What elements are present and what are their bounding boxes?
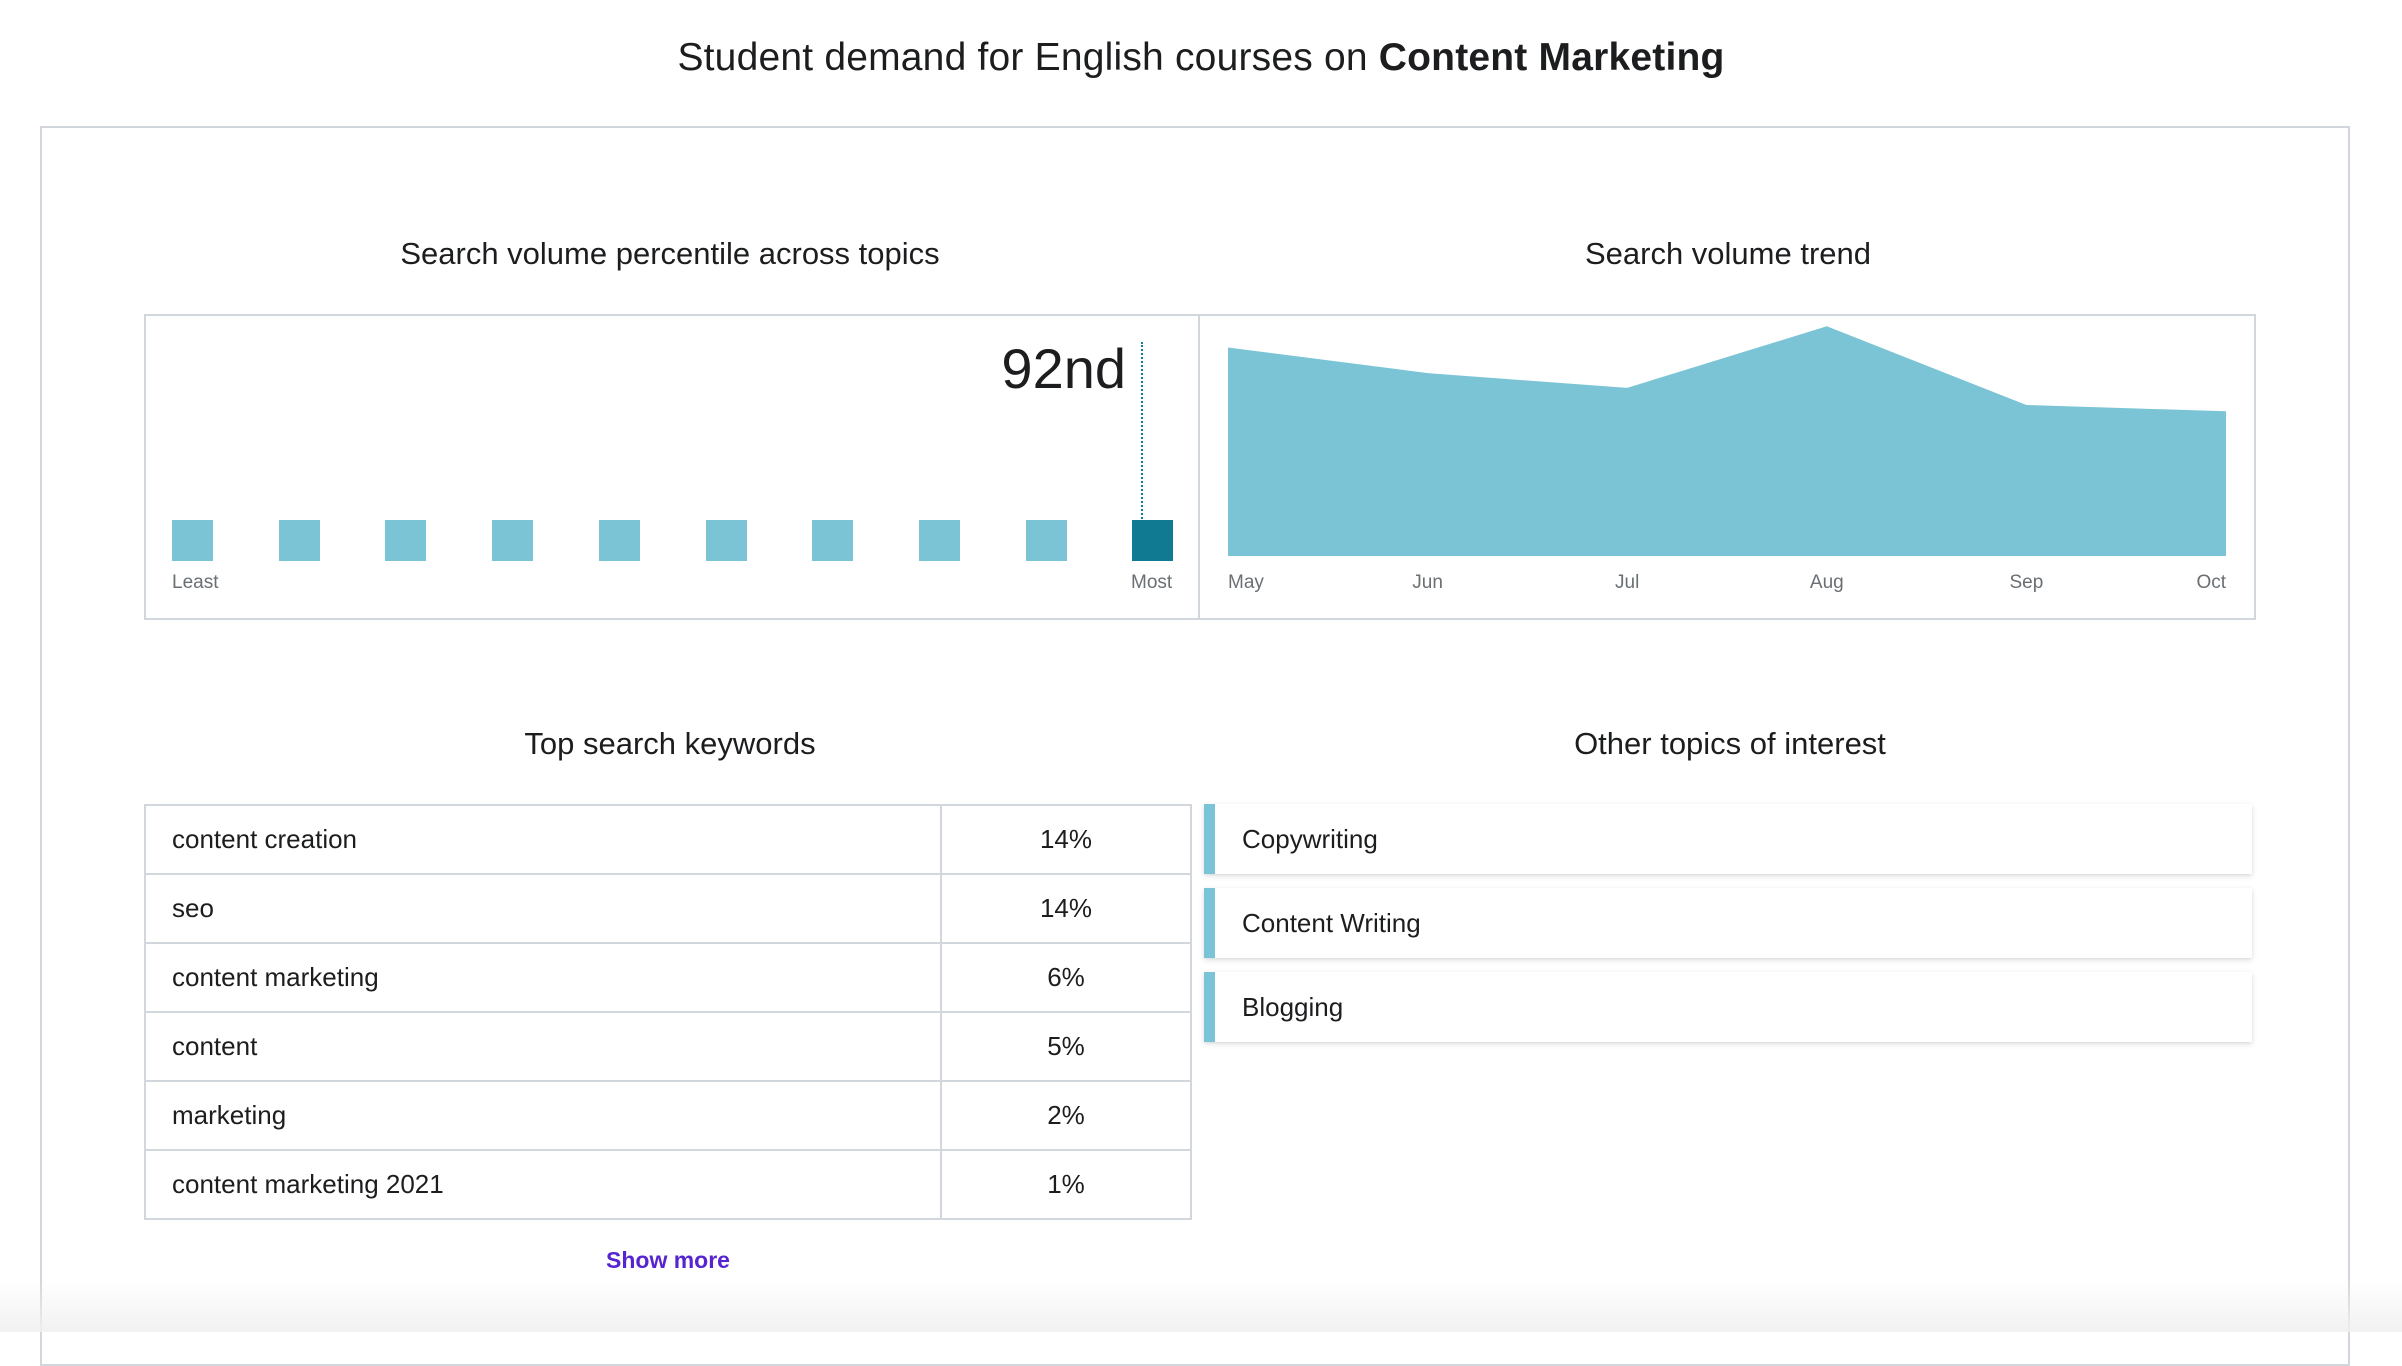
percentile-panel: 92nd Least Most (144, 314, 1200, 620)
percentile-square (492, 520, 534, 561)
keyword-text: content (144, 1011, 942, 1082)
keyword-share: 2% (940, 1080, 1192, 1151)
percentile-value: 92nd (1001, 337, 1126, 400)
related-topic-link[interactable]: Blogging (1204, 972, 2252, 1042)
keyword-row: content marketing 2021 1% (144, 1149, 1192, 1220)
percentile-square (1025, 520, 1067, 561)
keyword-row: marketing 2% (144, 1080, 1192, 1151)
percentile-square (705, 520, 747, 561)
page-title: Student demand for English courses on Co… (0, 36, 2402, 80)
topics-section-title: Other topics of interest (1574, 726, 1886, 761)
percentile-square (278, 520, 320, 561)
keyword-share: 5% (940, 1011, 1192, 1082)
keyword-text: content marketing (144, 942, 942, 1013)
keyword-share: 14% (940, 873, 1192, 944)
bottom-fade (0, 1280, 2402, 1332)
page-title-topic: Content Marketing (1378, 36, 1725, 79)
keyword-share: 14% (940, 804, 1192, 875)
percentile-square (918, 520, 960, 561)
trend-x-tick-label: May (1228, 572, 1264, 593)
trend-x-tick-label: Oct (2196, 572, 2226, 593)
percentile-square (172, 520, 213, 561)
percentile-square (385, 520, 427, 561)
trend-section-title: Search volume trend (1584, 236, 1872, 271)
keyword-row: content 5% (144, 1011, 1192, 1082)
keyword-text: content marketing 2021 (144, 1149, 942, 1220)
percentile-section-title: Search volume percentile across topics (400, 236, 940, 271)
keywords-section-title: Top search keywords (524, 726, 816, 761)
trend-x-tick-label: Jul (1615, 572, 1640, 593)
keyword-row: content marketing 6% (144, 942, 1192, 1013)
percentile-square-active (1132, 520, 1174, 561)
page-title-prefix: Student demand for English courses on (677, 36, 1379, 79)
percentile-least-label: Least (172, 572, 219, 593)
percentile-square (812, 520, 854, 561)
trend-area-chart (1228, 326, 2226, 556)
trend-panel: May Jun Jul Aug Sep Oct (1198, 314, 2256, 620)
keyword-text: marketing (144, 1080, 942, 1151)
percentile-most-label: Most (1131, 572, 1173, 593)
keyword-row: seo 14% (144, 873, 1192, 944)
keywords-table: content creation 14% seo 14% content marketi… (144, 804, 1192, 1220)
trend-x-tick-label: Jun (1412, 572, 1443, 593)
keyword-row: content creation 14% (144, 804, 1192, 875)
percentile-square (598, 520, 640, 561)
trend-x-tick-label: Aug (1809, 572, 1844, 593)
keyword-share: 1% (940, 1149, 1192, 1220)
keyword-text: content creation (144, 804, 942, 875)
percentile-marker-line (1141, 342, 1143, 538)
trend-x-tick-label: Sep (2009, 572, 2044, 593)
related-topic-link[interactable]: Content Writing (1204, 888, 2252, 958)
keyword-text: seo (144, 873, 942, 944)
related-topic-link[interactable]: Copywriting (1204, 804, 2252, 874)
show-more-link[interactable]: Show more (606, 1247, 730, 1273)
keyword-share: 6% (940, 942, 1192, 1013)
trend-area-series (1228, 326, 2226, 556)
